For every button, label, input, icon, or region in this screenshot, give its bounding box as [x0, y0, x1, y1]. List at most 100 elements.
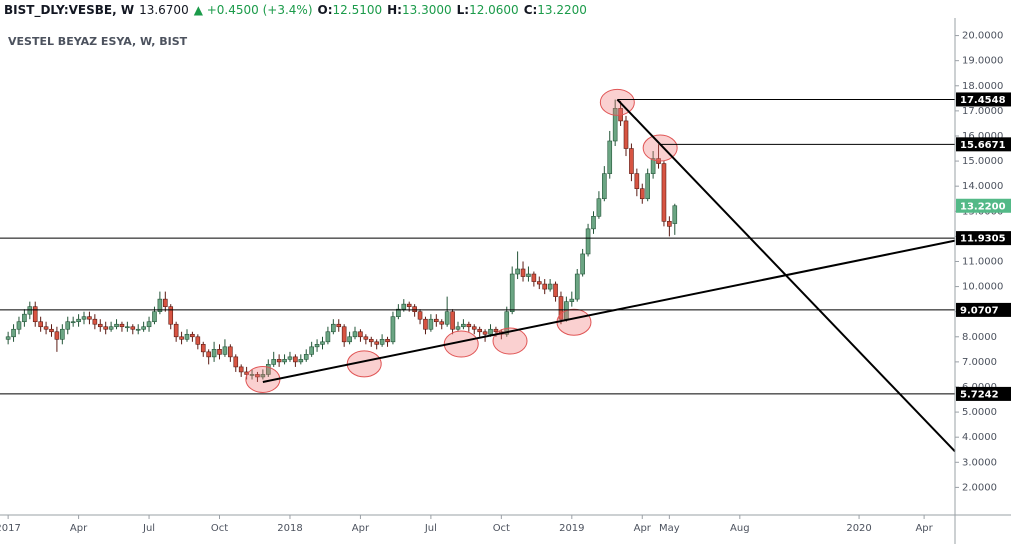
candle-body	[672, 205, 678, 224]
candle-body	[526, 273, 531, 277]
candle-body	[184, 333, 190, 340]
candle-body	[553, 283, 558, 297]
x-tick-label: 2019	[559, 523, 584, 534]
candle-body	[482, 331, 488, 335]
candle-body	[141, 326, 146, 330]
candle-body	[596, 198, 602, 217]
y-tick-label: 3.0000	[962, 457, 997, 468]
x-tick-label: Jul	[424, 523, 437, 534]
open-label: O:	[317, 3, 333, 17]
candle-body	[314, 344, 320, 348]
x-tick-label: Oct	[493, 523, 510, 534]
candle-body	[634, 173, 640, 189]
candle-body	[428, 318, 434, 330]
price-label: 17.4548	[960, 95, 1006, 106]
candle-body	[282, 359, 287, 363]
candle-body	[434, 318, 439, 323]
x-tick-label: Apr	[70, 523, 88, 534]
y-tick-label: 14.0000	[962, 181, 1003, 192]
candle-body	[379, 338, 385, 345]
candle-body	[76, 318, 81, 323]
candle-body	[645, 173, 650, 200]
candle-body	[374, 341, 379, 345]
y-tick-label: 19.0000	[962, 56, 1003, 67]
high-value: 13.3000	[401, 3, 452, 17]
candle-body	[341, 326, 347, 343]
candle-body	[97, 323, 103, 328]
candle-body	[249, 374, 255, 376]
candle-body	[190, 333, 195, 338]
candle-body	[211, 349, 217, 358]
price-change: ▲ +0.4500 (+3.4%)	[193, 3, 313, 17]
candle-body	[22, 313, 27, 323]
candle-body	[11, 328, 16, 338]
candle-body	[466, 323, 472, 328]
price-label: 5.7242	[960, 389, 999, 400]
x-tick-label: 2020	[846, 523, 871, 534]
y-tick-label: 8.0000	[962, 332, 997, 343]
candle-body	[667, 221, 672, 227]
candle-body	[265, 364, 271, 375]
candle-body	[81, 316, 87, 320]
price-label-box	[956, 92, 1011, 107]
close-value: 13.2200	[537, 3, 587, 17]
candle-body	[531, 273, 537, 282]
candle-body	[639, 188, 645, 200]
y-tick-label: 2.0000	[962, 482, 997, 493]
y-tick-label: 11.0000	[962, 256, 1003, 267]
candle-body	[135, 328, 141, 331]
trendline	[616, 98, 956, 453]
candle-body	[195, 336, 201, 345]
x-tick-label: Apr	[634, 523, 652, 534]
x-tick-label: Apr	[352, 523, 370, 534]
candle-body	[276, 359, 282, 363]
candle-body	[287, 356, 293, 360]
candle-body	[352, 331, 358, 338]
x-tick-label: Aug	[730, 523, 750, 534]
candle-body	[27, 306, 33, 315]
candle-body	[607, 140, 613, 174]
price-label: 13.2200	[960, 201, 1006, 212]
candle-body	[168, 306, 174, 325]
low-value: 12.0600	[469, 3, 519, 17]
price-label-box	[956, 137, 1011, 152]
candle-body	[509, 273, 515, 312]
candle-body	[233, 356, 239, 368]
candle-body	[585, 228, 591, 255]
open-value: 12.5100	[332, 3, 383, 17]
candle-body	[444, 311, 450, 325]
candle-body	[298, 359, 304, 363]
x-tick-label: May	[659, 523, 680, 534]
candle-body	[406, 303, 412, 307]
candle-body	[38, 321, 43, 328]
candle-body	[114, 323, 119, 328]
y-tick-label: 18.0000	[962, 81, 1003, 92]
candle-body	[43, 326, 49, 330]
candle-body	[504, 311, 510, 335]
candle-body	[54, 331, 60, 340]
y-tick-label: 16.0000	[962, 131, 1003, 142]
candle-body	[363, 336, 369, 340]
candle-body	[455, 326, 461, 330]
last-price: 13.6700	[139, 3, 189, 17]
candle-body	[423, 318, 428, 330]
candle-body	[612, 108, 618, 142]
candle-body	[358, 331, 363, 338]
candle-body	[488, 328, 493, 335]
candle-body	[206, 351, 211, 358]
trendline	[262, 239, 956, 383]
candle-body	[493, 328, 499, 333]
y-tick-label: 17.0000	[962, 106, 1003, 117]
candle-body	[146, 321, 152, 328]
y-tick-label: 4.0000	[962, 432, 997, 443]
candle-body	[623, 120, 629, 149]
candle-body	[173, 323, 179, 338]
x-tick-label: 2017	[0, 523, 21, 534]
candle-body	[260, 374, 266, 378]
candle-body	[390, 316, 396, 343]
price-label-box	[956, 302, 1011, 317]
candle-body	[49, 328, 54, 333]
